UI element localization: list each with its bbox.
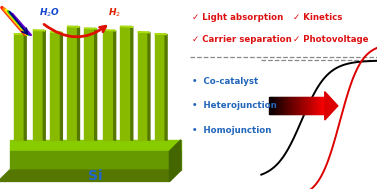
Polygon shape — [114, 30, 116, 140]
Polygon shape — [9, 140, 181, 151]
Text: ✓ Kinetics: ✓ Kinetics — [293, 12, 342, 22]
Polygon shape — [9, 151, 181, 170]
Polygon shape — [84, 28, 95, 140]
Polygon shape — [24, 34, 26, 140]
Polygon shape — [138, 32, 148, 140]
Polygon shape — [67, 26, 78, 140]
Polygon shape — [325, 92, 338, 120]
Polygon shape — [155, 34, 167, 35]
Polygon shape — [33, 30, 45, 31]
Polygon shape — [78, 26, 80, 140]
Polygon shape — [120, 26, 131, 140]
Polygon shape — [95, 28, 97, 140]
Text: •  Heterojunction: • Heterojunction — [192, 101, 277, 110]
Polygon shape — [165, 34, 167, 140]
Polygon shape — [155, 34, 165, 140]
Polygon shape — [84, 28, 97, 29]
Polygon shape — [120, 26, 133, 27]
Text: Si: Si — [88, 169, 103, 183]
Text: ✓ Light absorption: ✓ Light absorption — [192, 12, 284, 22]
Polygon shape — [60, 32, 62, 140]
Polygon shape — [103, 30, 116, 31]
Polygon shape — [67, 26, 80, 27]
Polygon shape — [131, 26, 133, 140]
Text: ✓ Carrier separation: ✓ Carrier separation — [192, 35, 292, 44]
Polygon shape — [148, 32, 150, 140]
Polygon shape — [14, 34, 26, 35]
Text: •  Co-catalyst: • Co-catalyst — [192, 77, 259, 86]
Text: H$_2$O: H$_2$O — [39, 7, 60, 19]
Polygon shape — [43, 30, 45, 140]
Polygon shape — [0, 170, 181, 181]
Polygon shape — [50, 32, 62, 33]
Polygon shape — [50, 32, 60, 140]
Text: ✓ Photovoltage: ✓ Photovoltage — [293, 35, 369, 44]
Text: •  Homojunction: • Homojunction — [192, 126, 271, 135]
Text: H$_2$: H$_2$ — [108, 7, 121, 19]
Polygon shape — [103, 30, 114, 140]
Polygon shape — [14, 34, 24, 140]
Polygon shape — [138, 32, 150, 33]
FancyArrowPatch shape — [44, 24, 106, 37]
Polygon shape — [169, 140, 181, 181]
Polygon shape — [33, 30, 43, 140]
